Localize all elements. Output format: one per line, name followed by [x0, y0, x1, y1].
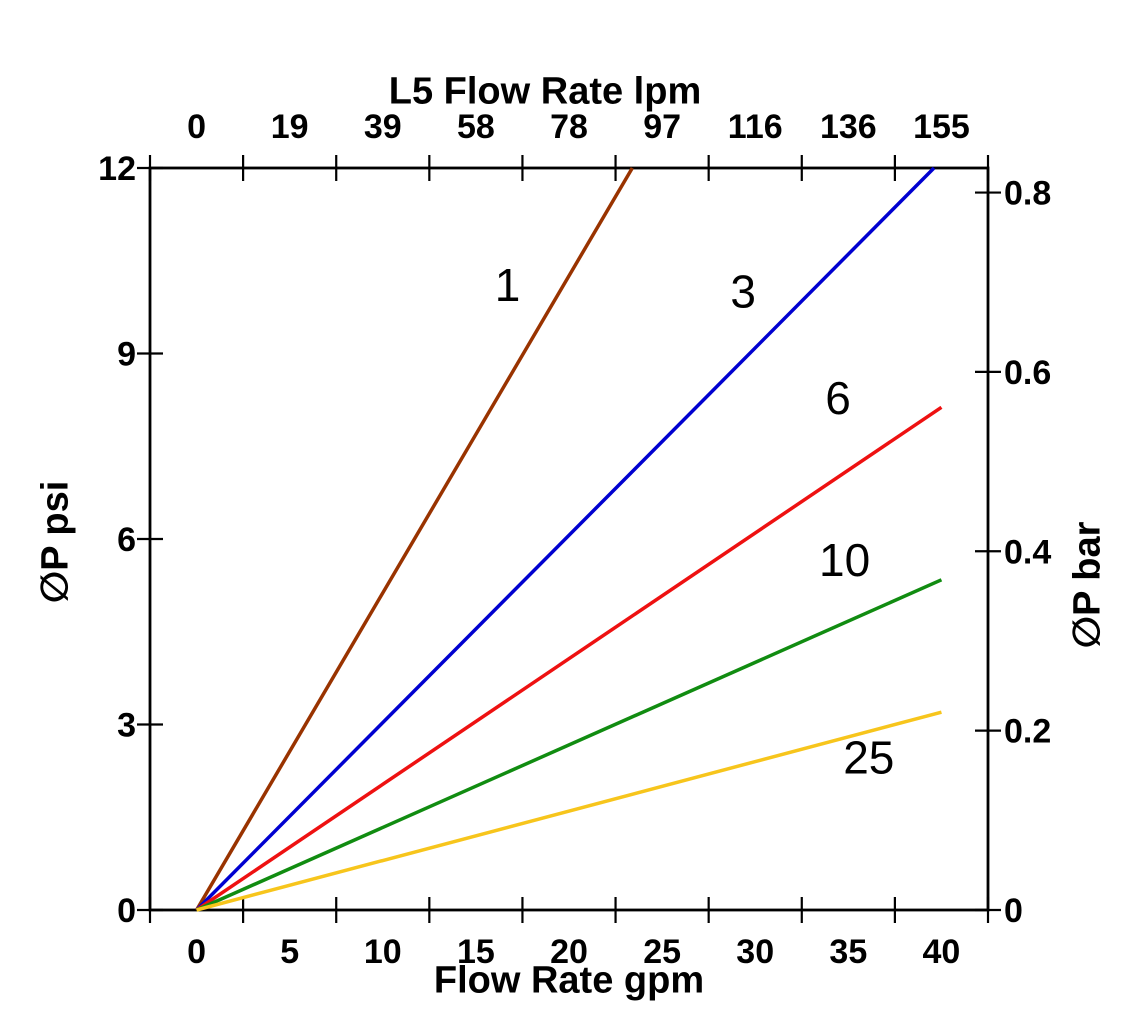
left-axis-tick-label: 3 — [117, 707, 136, 745]
top-axis-title: L5 Flow Rate lpm — [388, 70, 702, 113]
right-axis-tick-label: 0 — [1004, 892, 1023, 930]
series-line-10 — [195, 578, 943, 912]
series-line-25 — [196, 710, 942, 912]
bottom-axis-title: Flow Rate gpm — [433, 959, 705, 1002]
series-label-10: 10 — [819, 534, 870, 586]
left-axis-tick-label: 0 — [117, 892, 136, 930]
bottom-axis-tick-label: 15 — [457, 933, 495, 971]
bottom-axis-tick-label: 0 — [187, 933, 206, 971]
top-axis-tick-label: 155 — [913, 108, 970, 146]
top-axis-tick-label: 19 — [271, 108, 309, 146]
left-axis-tick-label: 9 — [117, 336, 136, 374]
bottom-axis-tick-label: 10 — [364, 933, 402, 971]
left-axis-tick-label: 6 — [117, 521, 136, 559]
top-axis-tick-label: 78 — [550, 108, 588, 146]
bottom-axis-tick-label: 40 — [923, 933, 961, 971]
bottom-axis-tick-label: 5 — [280, 933, 299, 971]
bottom-axis-tick-label: 35 — [829, 933, 867, 971]
top-axis-tick-label: 39 — [364, 108, 402, 146]
bottom-axis-tick-label: 20 — [550, 933, 588, 971]
right-axis-tick-label: 0.8 — [1004, 175, 1051, 213]
series-line-6 — [195, 405, 943, 912]
top-axis-tick-label: 0 — [187, 108, 206, 146]
right-axis-tick-label: 0.6 — [1004, 354, 1051, 392]
series-label-1: 1 — [495, 259, 521, 311]
series-line-1 — [195, 167, 634, 911]
top-axis-tick-label: 97 — [643, 108, 681, 146]
series-label-6: 6 — [825, 372, 851, 424]
right-axis-tick-label: 0.4 — [1004, 533, 1051, 571]
series-line-3 — [195, 166, 936, 912]
top-axis-tick-label: 58 — [457, 108, 495, 146]
top-axis-tick-label: 116 — [728, 108, 783, 146]
top-axis-tick-label: 136 — [820, 108, 877, 146]
bottom-axis-tick-label: 25 — [643, 933, 681, 971]
left-axis-title: ∅P psi — [34, 480, 77, 604]
right-axis-tick-label: 0.2 — [1004, 713, 1051, 751]
right-axis-title: ∅P bar — [1066, 521, 1109, 649]
bottom-axis-tick-label: 30 — [736, 933, 774, 971]
left-axis-tick-label: 12 — [98, 150, 136, 188]
series-label-3: 3 — [730, 266, 756, 318]
series-label-25: 25 — [843, 731, 894, 783]
